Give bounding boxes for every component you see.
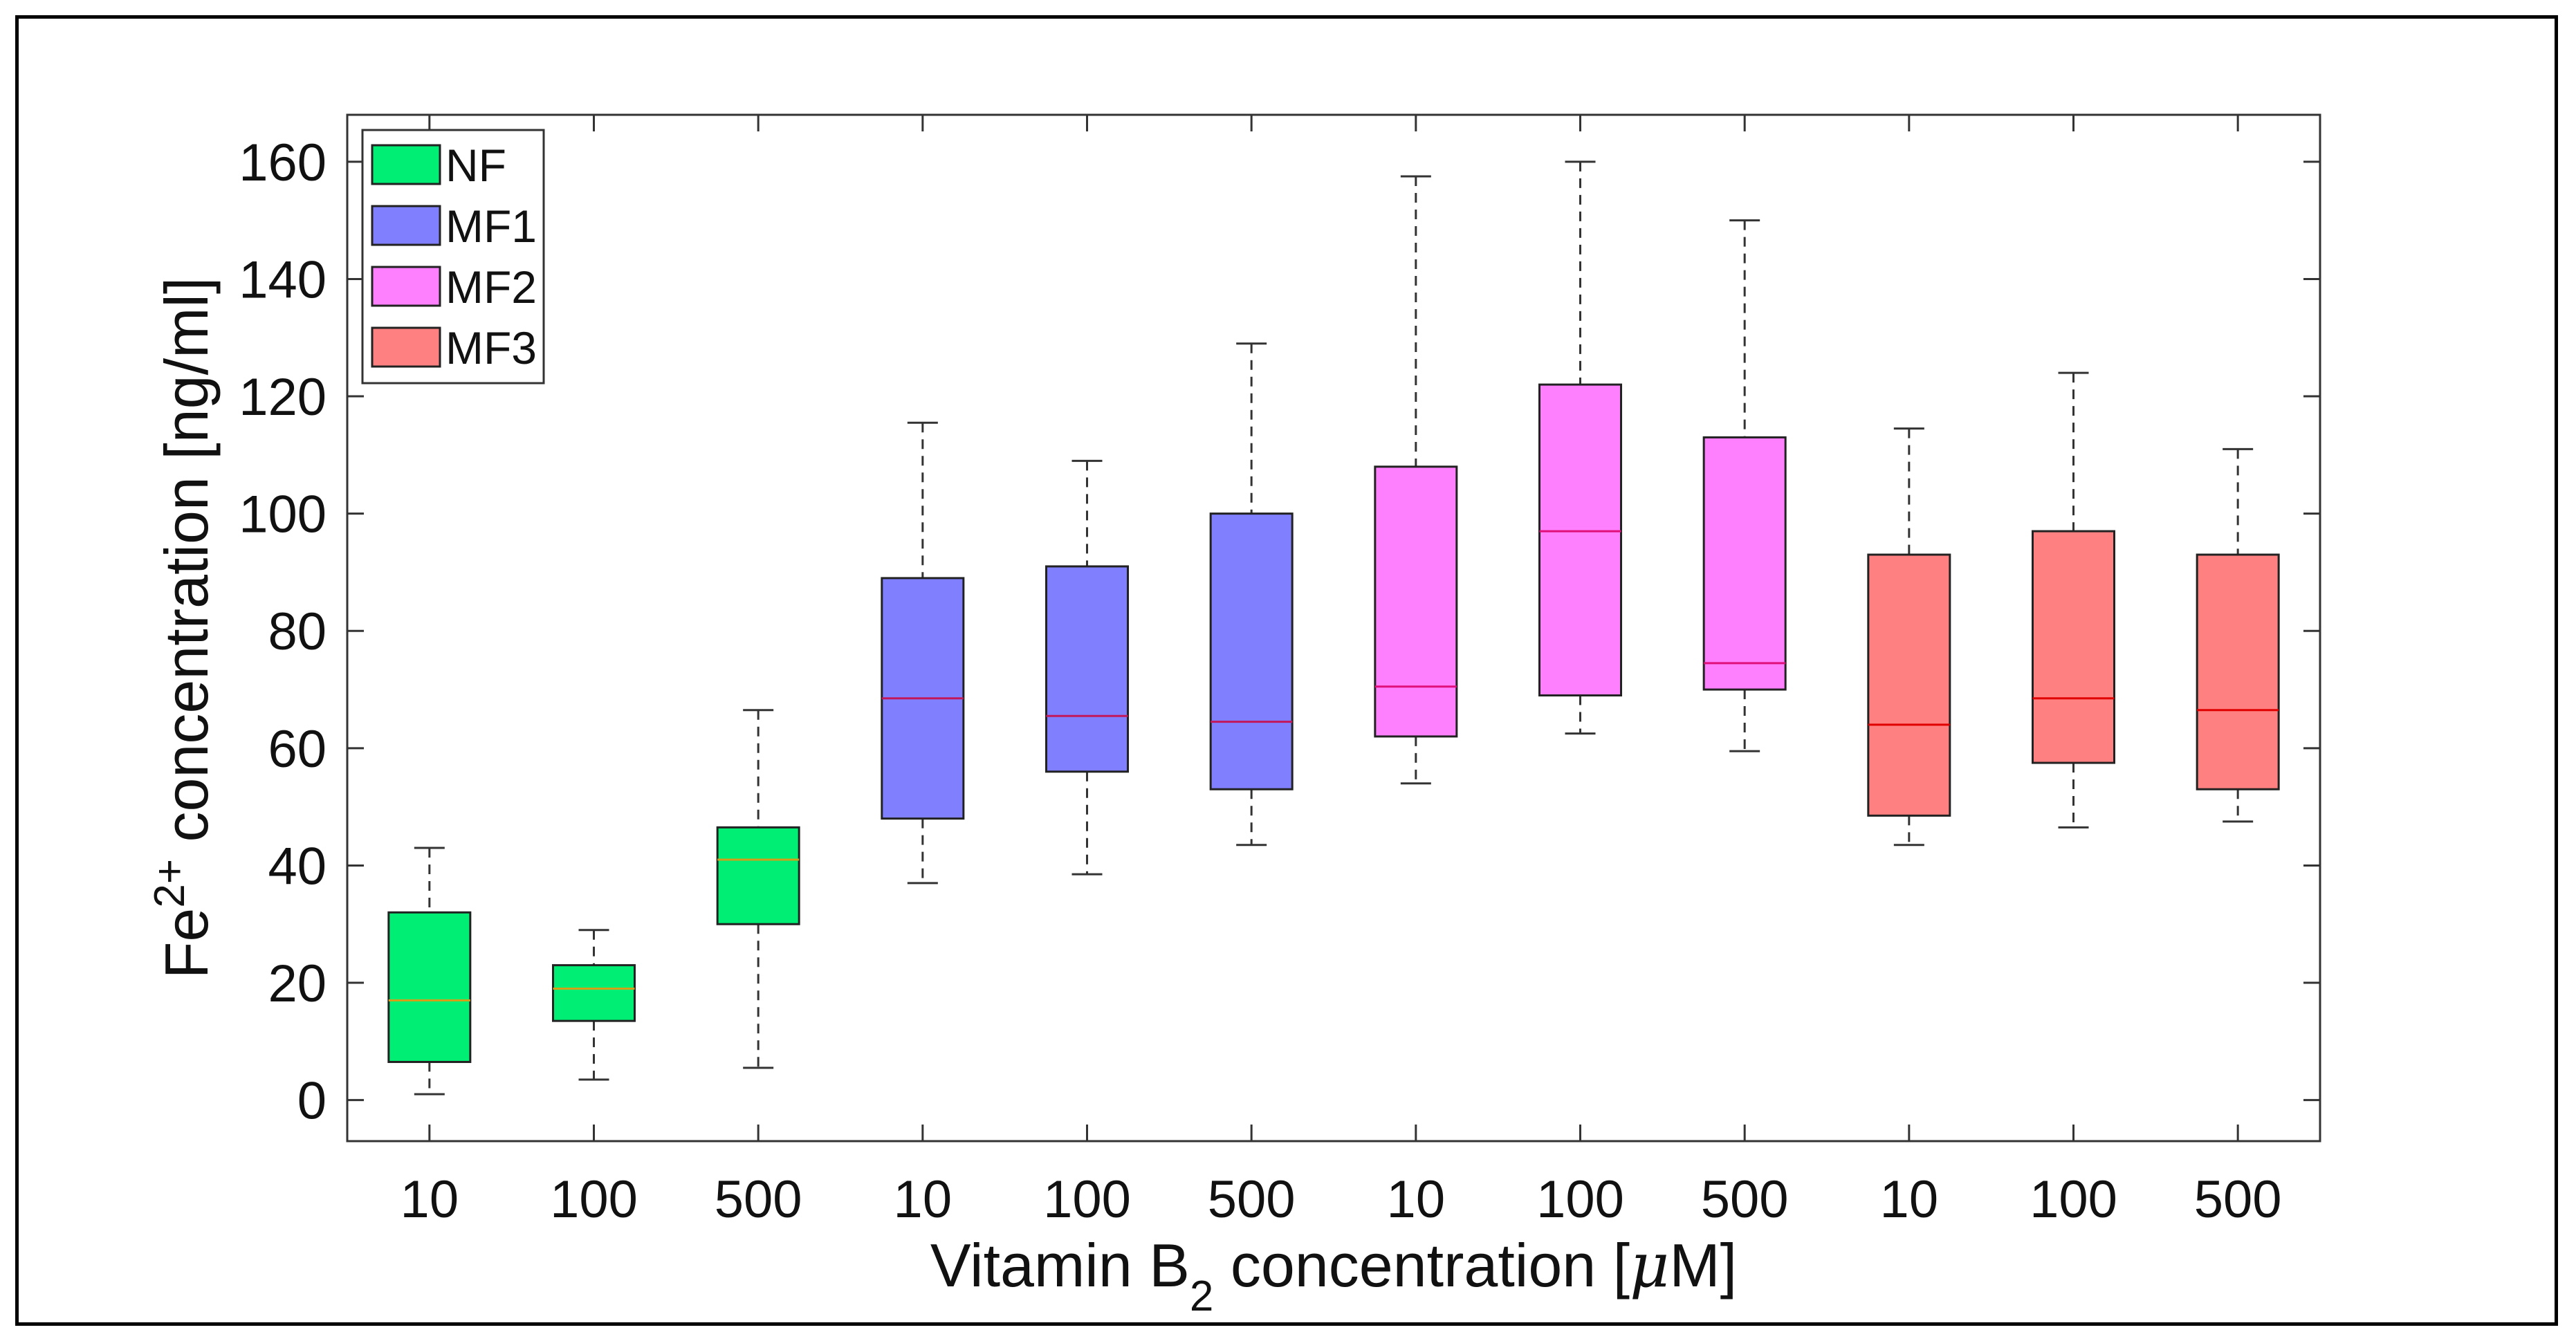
y-tick-label: 40 (268, 837, 326, 896)
y-axis-label: Fe2+ concentration [ng/ml] (146, 277, 221, 979)
y-axis-label-rest: concentration [ng/ml] (152, 277, 221, 859)
box-iqr (387, 911, 472, 1064)
box-iqr (2032, 530, 2115, 764)
x-tick-label: 500 (715, 1170, 802, 1229)
legend-label-mf1: MF1 (445, 201, 537, 252)
y-axis-label-base: Fe (152, 908, 221, 979)
box-nf-10 (387, 847, 472, 1095)
x-axis-label-rest: concentration [ (1213, 1231, 1630, 1300)
box-mf1-500 (1209, 342, 1294, 847)
box-iqr (2196, 553, 2280, 790)
x-axis-label-sub: 2 (1190, 1273, 1213, 1320)
legend-label-mf3: MF3 (445, 322, 537, 373)
x-axis-label-base: Vitamin B (930, 1231, 1190, 1300)
y-tick-label: 20 (268, 954, 326, 1013)
x-tick-label: 10 (1880, 1170, 1939, 1229)
legend: NF MF1 MF2 MF3 (361, 129, 545, 385)
x-tick-label: 500 (1701, 1170, 1789, 1229)
x-tick-label: 100 (1043, 1170, 1131, 1229)
x-tick-label: 10 (894, 1170, 953, 1229)
plot-area (346, 113, 2321, 1143)
box-mf3-500 (2196, 447, 2280, 823)
y-tick-label: 120 (239, 368, 326, 427)
box-iqr (1702, 436, 1787, 691)
x-axis-label-mu: μ (1630, 1230, 1669, 1301)
box-mf3-10 (1867, 427, 1951, 847)
legend-label-nf: NF (445, 140, 506, 191)
legend-label-mf2: MF2 (445, 261, 537, 313)
box-iqr (1538, 383, 1622, 697)
box-mf2-10 (1374, 175, 1458, 785)
y-tick-label: 140 (239, 250, 326, 309)
x-axis-label: Vitamin B2 concentration [μM] (930, 1230, 1737, 1320)
x-tick-label: 10 (1387, 1170, 1446, 1229)
x-tick-label: 500 (2194, 1170, 2282, 1229)
box-mf2-500 (1702, 219, 1787, 752)
box-mf2-100 (1538, 160, 1622, 735)
y-tick-label: 160 (239, 133, 326, 192)
legend-swatch-mf1 (371, 205, 441, 246)
y-axis-label-sup: 2+ (146, 859, 194, 908)
legend-swatch-mf3 (371, 326, 441, 368)
y-tick-label: 100 (239, 485, 326, 544)
x-tick-label: 100 (550, 1170, 638, 1229)
x-tick-label: 100 (1536, 1170, 1624, 1229)
box-mf1-10 (881, 421, 965, 885)
box-mf3-100 (2032, 371, 2115, 829)
box-iqr (716, 826, 800, 925)
box-mf1-100 (1045, 459, 1129, 876)
box-iqr (1867, 553, 1951, 817)
box-iqr (552, 964, 636, 1022)
x-axis-label-unit-end: M] (1669, 1231, 1737, 1300)
box-iqr (1374, 465, 1458, 738)
y-tick-label: 80 (268, 602, 326, 661)
legend-swatch-mf2 (371, 266, 441, 307)
x-tick-label: 100 (2030, 1170, 2117, 1229)
x-tick-label: 10 (401, 1170, 459, 1229)
box-iqr (1045, 565, 1129, 773)
box-nf-100 (552, 929, 636, 1081)
legend-swatch-nf (371, 144, 441, 185)
y-tick-label: 60 (268, 720, 326, 779)
box-nf-500 (716, 709, 800, 1069)
x-tick-label: 500 (1208, 1170, 1296, 1229)
box-iqr (1209, 512, 1294, 790)
y-tick-label: 0 (297, 1072, 326, 1131)
